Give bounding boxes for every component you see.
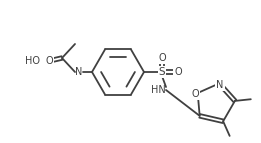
Text: N: N [75,67,83,77]
Text: HO: HO [25,56,40,66]
Text: N: N [216,80,224,90]
Text: O: O [174,67,182,77]
Text: O: O [158,53,166,63]
Text: HN: HN [151,85,165,95]
Text: O: O [192,89,199,99]
Text: O: O [45,56,53,66]
Text: S: S [159,67,165,77]
